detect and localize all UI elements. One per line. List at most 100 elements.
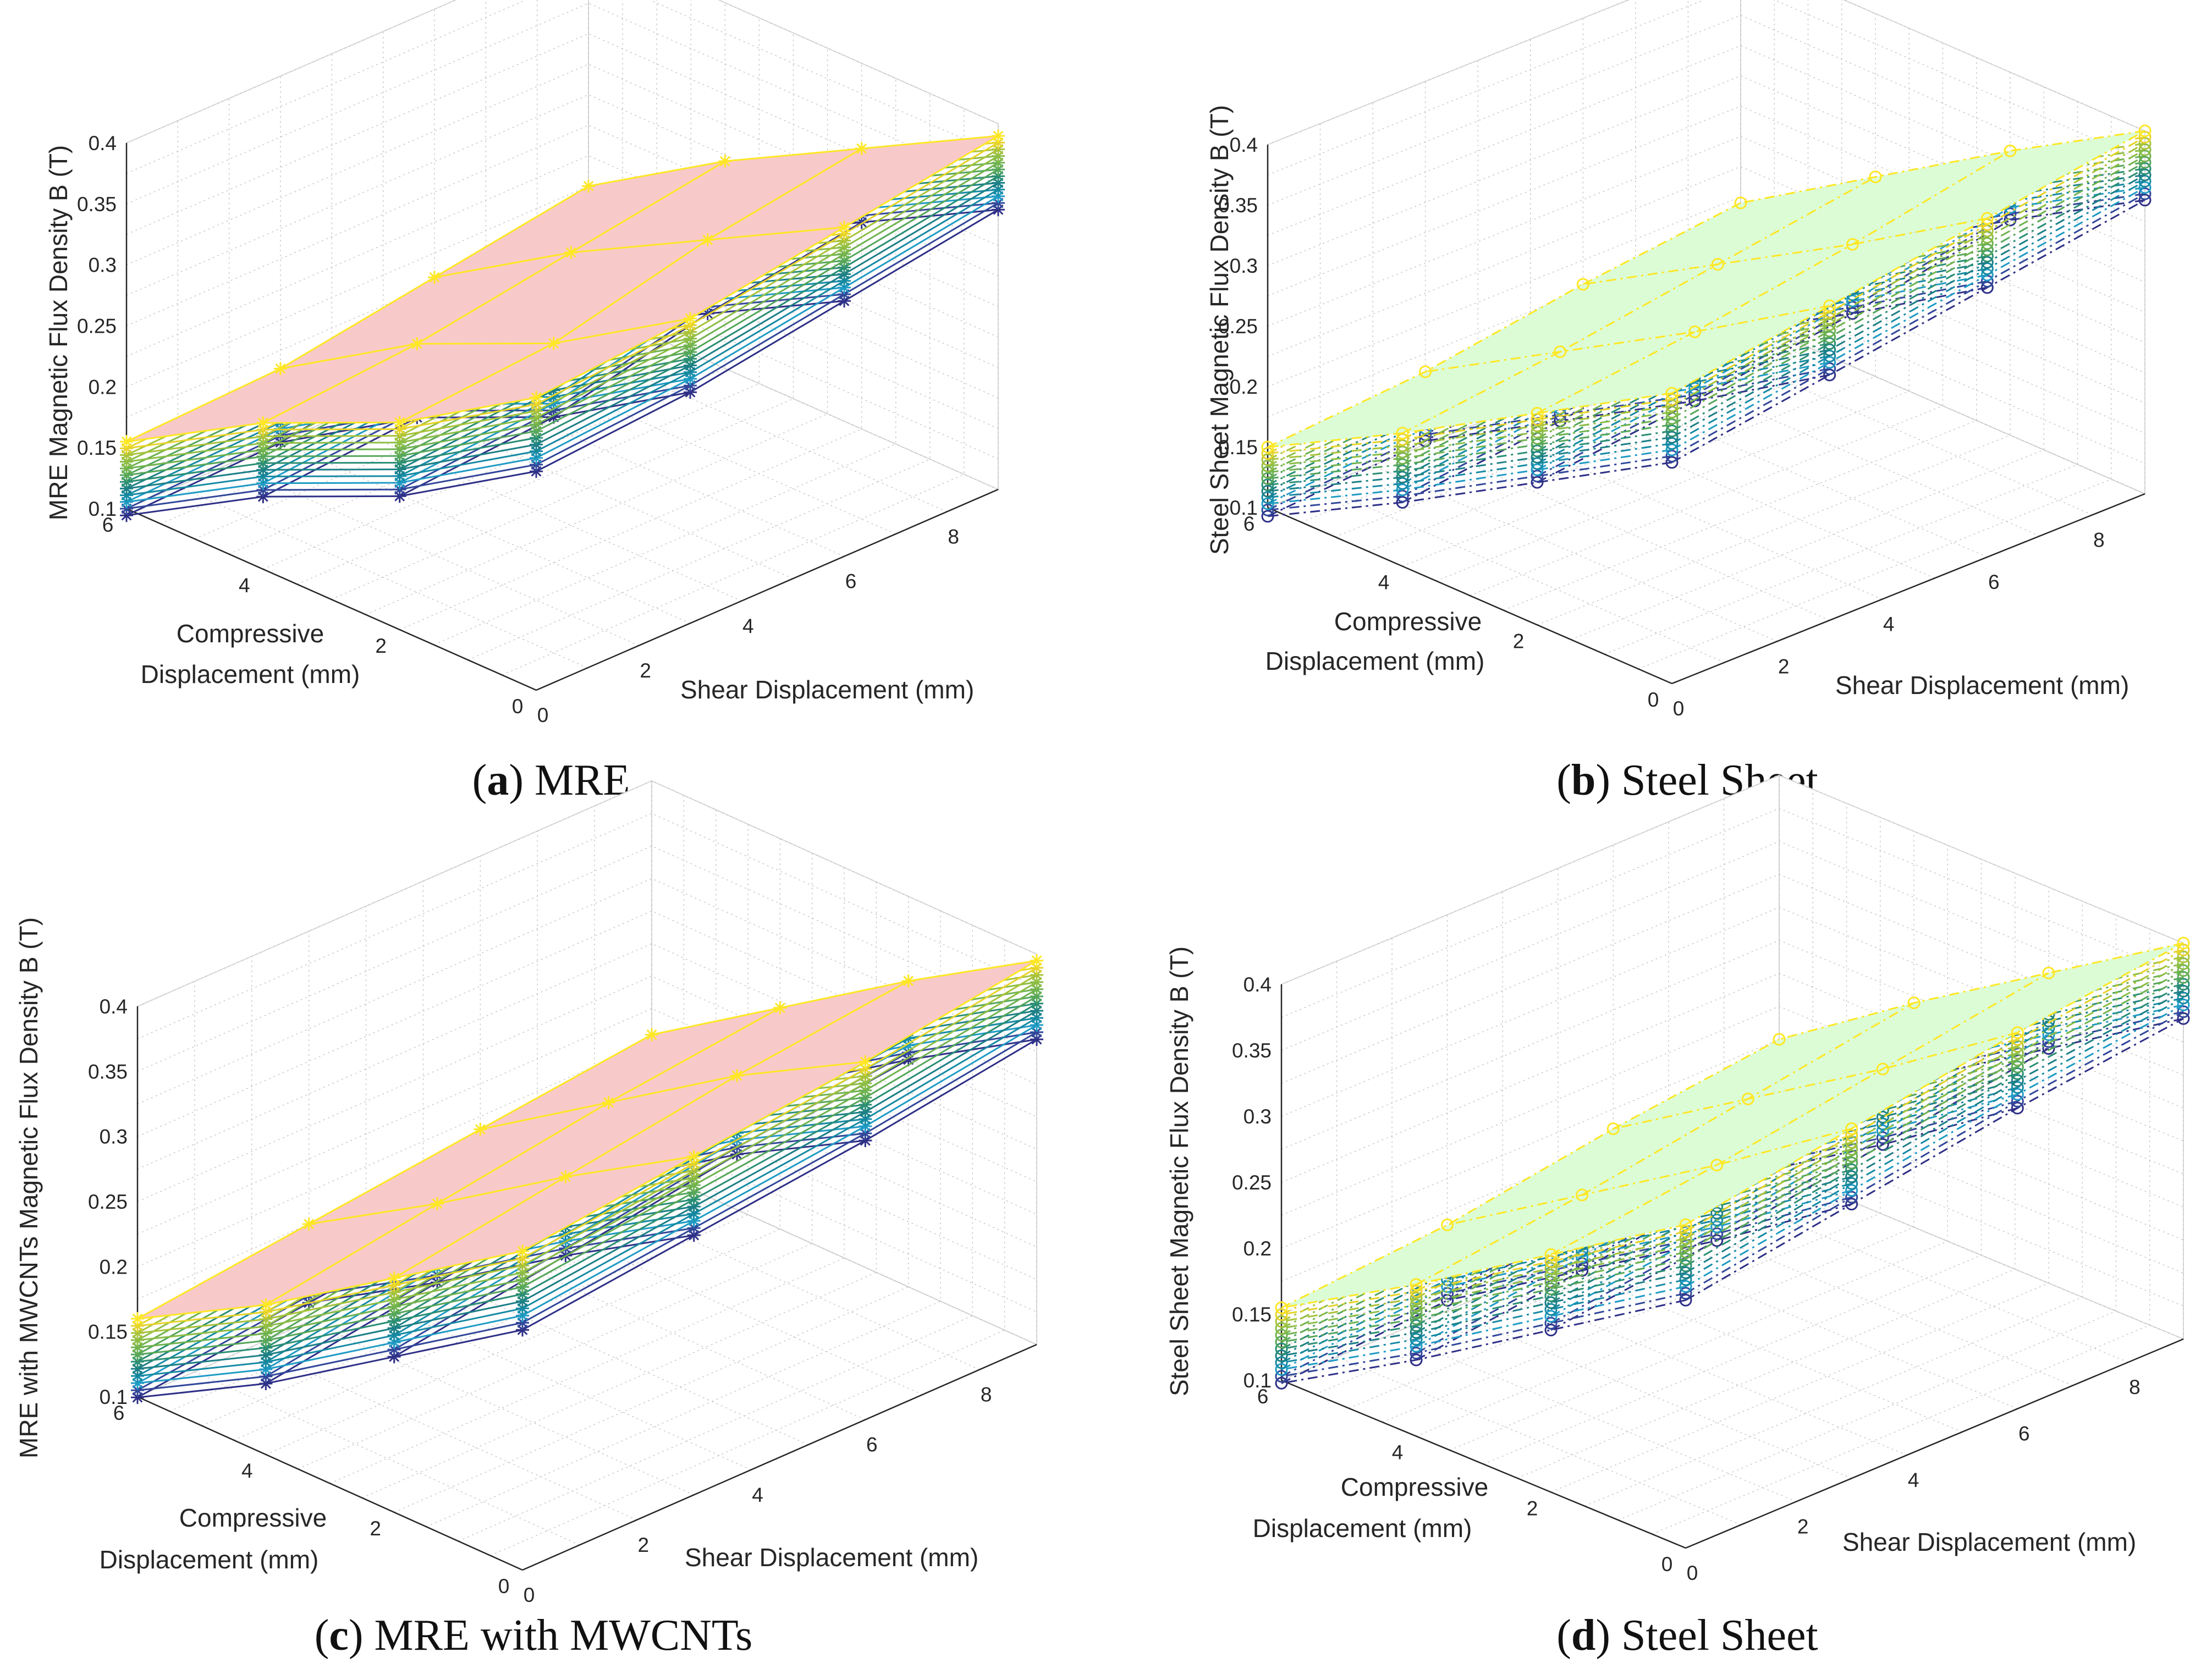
- z-tick-label-c: 0.35: [88, 1060, 128, 1083]
- data-point-d: [1544, 1269, 1558, 1282]
- mesh-line-y-c: [137, 1329, 523, 1398]
- y-tick-label-c: 2: [370, 1517, 381, 1540]
- data-point-c: [387, 1350, 401, 1364]
- mesh-line-y-a: [588, 135, 999, 187]
- mesh-line-y-d: [1281, 1251, 1686, 1336]
- surface-patch-b: [1718, 151, 2010, 265]
- data-point-a: [992, 176, 1005, 190]
- data-point-d: [1410, 1333, 1423, 1346]
- data-point-c: [387, 1321, 401, 1335]
- mesh-line-y-c: [137, 1307, 523, 1377]
- mesh-line-x-a: [536, 148, 999, 412]
- data-point-a: [992, 203, 1005, 217]
- x-axis-label-b: Shear Displacement (mm): [1835, 671, 2129, 699]
- data-point-a: [120, 435, 133, 449]
- data-point-c: [431, 1197, 444, 1210]
- data-point-c: [131, 1384, 144, 1397]
- data-point-b: [1261, 466, 1274, 479]
- data-point-c: [1030, 968, 1043, 982]
- mesh-line-y-a: [126, 450, 537, 497]
- plot-area-a: 0.1 0.15 0.2 0.25 0.3 0.35 0.4 0 2 4 6 8 0 2 4 6: [77, 0, 1005, 726]
- data-point-b: [1711, 258, 1724, 271]
- mesh-line-y-c: [651, 960, 1037, 1035]
- data-point-c: [859, 1083, 872, 1097]
- mesh-line-x-c: [522, 1010, 1037, 1302]
- data-point-a: [701, 233, 714, 247]
- caption-a: (a) MRE: [472, 756, 630, 805]
- data-point-a: [530, 398, 543, 411]
- data-point-a: [564, 246, 578, 260]
- surface-patch-a: [434, 161, 725, 278]
- data-point-b: [1261, 472, 1274, 485]
- data-point-c: [901, 974, 915, 988]
- data-point-d: [1679, 1238, 1692, 1252]
- z-tick-label-d: 0.2: [1243, 1237, 1272, 1260]
- data-point-c: [302, 1217, 316, 1231]
- mesh-line-y-d: [1281, 1244, 1686, 1329]
- surfaces-a: [120, 129, 1005, 522]
- data-point-c: [687, 1207, 701, 1221]
- z-tick-label-b: 0.1: [1230, 497, 1258, 519]
- mesh-line-x-d: [1550, 1048, 2049, 1331]
- surface-patch-b: [1583, 177, 1875, 284]
- data-point-c: [730, 1069, 744, 1082]
- data-point-c: [516, 1309, 529, 1323]
- x-tick-label-d: 2: [1797, 1516, 1809, 1538]
- mesh-line-y-d: [1613, 1032, 2018, 1130]
- mesh-line-y-d: [1281, 1237, 1686, 1323]
- data-point-b: [1261, 459, 1274, 472]
- data-point-b: [1531, 470, 1544, 483]
- mesh-line-y-d: [1613, 1087, 2018, 1185]
- data-point-c: [387, 1300, 401, 1314]
- data-point-d: [1876, 1124, 1889, 1137]
- mesh-line-x-a: [536, 208, 999, 472]
- data-point-d: [2011, 1054, 2024, 1067]
- z-tick-label-d: 0.4: [1243, 973, 1272, 996]
- data-point-a: [530, 465, 543, 478]
- data-point-c: [387, 1343, 401, 1357]
- data-point-a: [120, 475, 133, 489]
- surface-patch-a: [263, 343, 554, 423]
- data-point-d: [2177, 1005, 2190, 1018]
- surface-patch-c: [394, 1156, 694, 1278]
- data-point-a: [256, 476, 270, 490]
- z-tick-label-c: 0.3: [100, 1126, 128, 1148]
- surface-patch-b: [1402, 332, 1695, 433]
- data-point-d: [1410, 1326, 1423, 1339]
- data-point-a: [530, 417, 543, 431]
- data-point-c: [259, 1319, 273, 1333]
- data-point-d: [1441, 1218, 1454, 1231]
- mesh-line-x-c: [522, 1003, 1037, 1295]
- data-point-d: [2011, 1033, 2024, 1046]
- data-point-d: [1679, 1287, 1692, 1300]
- x-tick-label-b: 8: [2093, 528, 2105, 551]
- mesh-line-x-d: [1685, 1017, 2184, 1301]
- data-point-a: [684, 359, 697, 372]
- data-point-c: [687, 1150, 701, 1163]
- data-point-a: [838, 254, 851, 268]
- data-point-d: [1410, 1298, 1423, 1312]
- mesh-line-x-d: [1416, 1002, 1914, 1285]
- mesh-line-y-d: [1281, 1258, 1686, 1343]
- mesh-line-x-d: [1685, 963, 2184, 1246]
- data-point-c: [1030, 1033, 1043, 1046]
- data-point-d: [1679, 1273, 1692, 1286]
- data-point-b: [1261, 484, 1274, 498]
- y-tick-label-b: 2: [1513, 630, 1525, 652]
- data-point-a: [120, 469, 133, 482]
- mesh-line-x-d: [1685, 1004, 2184, 1287]
- tick-labels-b: 0.1 0.15 0.2 0.25 0.3 0.35 0.4 0 2 4 6 8 0 2 4 6: [1218, 134, 2105, 720]
- mesh-line-x-b: [1537, 194, 2011, 458]
- mesh-line-x-d: [1281, 1038, 1780, 1309]
- mesh-line-x-a: [536, 135, 999, 399]
- data-point-a: [120, 488, 133, 502]
- plot-area-c: 0.1 0.15 0.2 0.25 0.3 0.35 0.4 0 2 4 6 8 0 2 4 6: [88, 780, 1043, 1606]
- mesh-line-y-c: [137, 1264, 523, 1334]
- data-point-d: [2011, 1074, 2024, 1087]
- data-point-c: [431, 1276, 444, 1290]
- mesh-line-x-b: [1537, 150, 2011, 414]
- mesh-line-x-d: [1685, 983, 2184, 1267]
- data-point-a: [992, 196, 1005, 210]
- data-point-c: [859, 1062, 872, 1076]
- mesh-line-y-d: [1281, 1224, 1686, 1309]
